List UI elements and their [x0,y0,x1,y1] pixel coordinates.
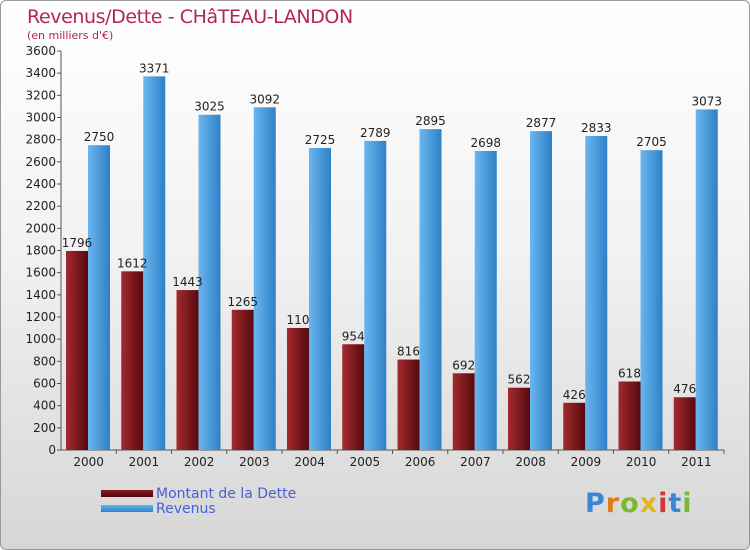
x-tick-label: 2002 [184,455,215,469]
data-label-revenus: 2877 [526,116,557,130]
data-label-dette: 110 [287,313,310,327]
x-tick-label: 2003 [239,455,270,469]
y-tick-label: 2600 [25,155,56,169]
bar-dette [563,402,586,450]
legend-label-dette: Montant de la Dette [156,486,297,502]
x-tick-label: 2009 [571,455,602,469]
proxiti-logo: Proxiti [585,488,693,519]
bar-revenus [198,114,221,451]
data-label-revenus: 2789 [360,126,391,140]
y-tick-label: 1600 [25,266,56,280]
y-tick-label: 1000 [25,332,56,346]
data-label-revenus: 2698 [470,136,501,150]
y-tick-label: 200 [33,421,56,435]
bar-dette [397,359,420,450]
y-tick-label: 1200 [25,310,56,324]
data-label-revenus: 2750 [84,130,115,144]
bar-dette [508,387,530,450]
bar-dette [618,381,641,450]
chart-title: Revenus/Dette - CHâTEAU-LANDON [27,6,353,28]
x-tick-label: 2001 [129,455,160,469]
logo-letter: i [658,488,669,519]
y-tick-label: 2000 [25,221,56,235]
x-tick-label: 2004 [294,455,325,469]
y-tick-label: 2800 [25,133,56,147]
y-tick-label: 3600 [25,44,56,58]
y-tick-label: 1800 [25,244,56,258]
data-label-revenus: 2725 [305,133,336,147]
data-label-dette: 1265 [227,295,258,309]
bar-revenus [88,145,110,451]
logo-letter: r [605,488,621,519]
bar-revenus [530,131,552,450]
data-label-revenus: 2833 [581,121,612,135]
legend-swatch-dette [101,490,153,497]
x-tick-label: 2010 [626,455,657,469]
data-label-revenus: 2705 [636,135,667,149]
y-tick-label: 3200 [25,88,56,102]
data-label-dette: 1796 [62,236,93,250]
y-tick-label: 800 [33,354,56,368]
bar-revenus [585,136,608,451]
data-label-dette: 426 [563,388,586,402]
x-tick-label: 2011 [681,455,712,469]
bar-dette [673,397,696,450]
y-tick-label: 2400 [25,177,56,191]
chart-subtitle: (en milliers d'€) [27,29,114,42]
data-label-revenus: 2895 [415,114,446,128]
data-label-revenus: 3025 [194,100,225,114]
x-tick-label: 2005 [350,455,381,469]
bar-dette [66,250,88,450]
data-label-revenus: 3073 [691,94,722,108]
data-label-revenus: 3371 [139,61,170,75]
data-label-dette: 816 [397,345,420,359]
bar-revenus [364,140,387,450]
bar-revenus [640,150,663,450]
bar-dette [121,271,144,450]
x-tick-label: 2006 [405,455,436,469]
bar-revenus [253,107,276,450]
x-tick-label: 2000 [73,455,104,469]
data-label-dette: 476 [673,382,696,396]
y-tick-label: 400 [33,399,56,413]
logo-letter: i [682,488,693,519]
bar-dette [342,344,365,450]
y-tick-label: 1400 [25,288,56,302]
data-label-dette: 692 [452,358,475,372]
bar-revenus [419,129,442,450]
bar-dette [176,290,199,450]
y-tick-label: 3400 [25,66,56,80]
axes: 0 200 400 600 800 1000 1200 1400 1600 1800 2000 220… [25,44,725,469]
bar-revenus [474,150,497,450]
bar-revenus [695,109,718,450]
data-label-dette: 954 [342,329,365,343]
legend-swatch-revenus [101,505,153,512]
data-label-revenus: 3092 [249,92,280,106]
data-label-dette: 1443 [172,275,203,289]
bar-dette [231,309,254,450]
data-label-dette: 618 [618,367,641,381]
bars [66,76,718,451]
data-label-dette: 1612 [117,256,148,270]
logo-letter: P [585,488,606,519]
y-tick-label: 600 [33,377,56,391]
y-tick-label: 3000 [25,111,56,125]
bar-revenus [309,147,331,450]
data-label-dette: 562 [508,373,531,387]
data-labels: 1796 1612 1443 1265 110 954 816 692 562 426 618 476… [62,61,722,401]
y-tick-label: 0 [48,443,56,457]
logo-letter: x [639,488,659,519]
legend-label-revenus: Revenus [156,501,216,517]
logo-letter: t [668,488,683,519]
y-tick-label: 2200 [25,199,56,213]
bar-revenus [143,76,166,451]
x-tick-label: 2008 [515,455,546,469]
bar-dette [287,327,309,450]
logo-letter: o [620,488,640,519]
x-tick-label: 2007 [460,455,491,469]
bar-dette [452,373,475,450]
